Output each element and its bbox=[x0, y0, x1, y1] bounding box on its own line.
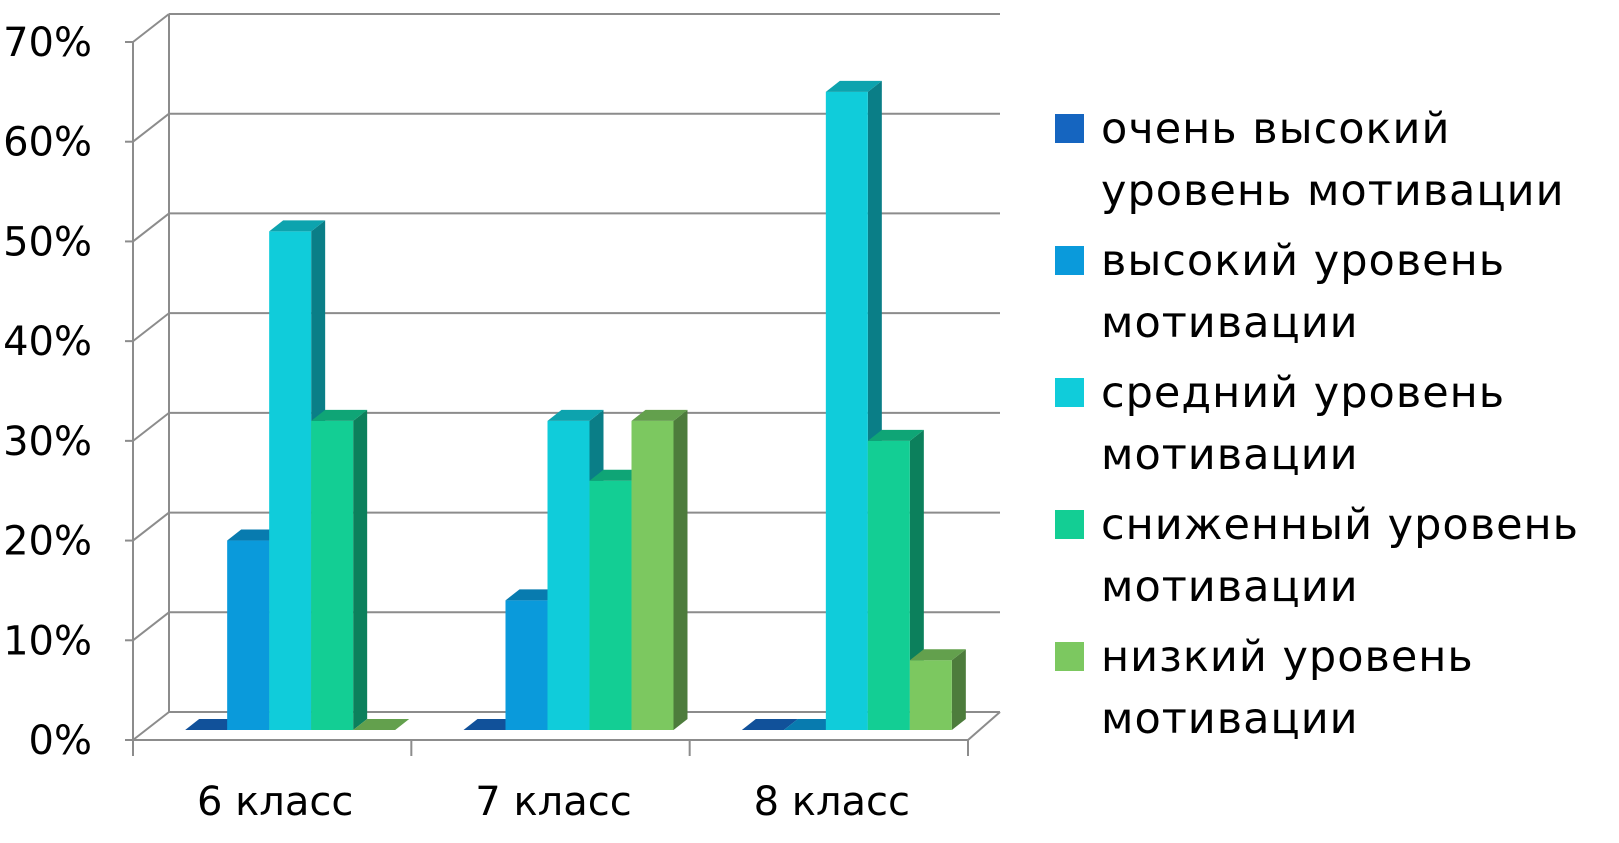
bar-top bbox=[269, 220, 326, 232]
legend-item: высокий уровень мотивации bbox=[1055, 230, 1615, 354]
y-tick-label: 40% bbox=[3, 319, 92, 365]
legend-item: средний уровень мотивации bbox=[1055, 362, 1615, 486]
bar-top bbox=[825, 80, 882, 92]
y-tick-label: 60% bbox=[3, 120, 92, 166]
bar-front bbox=[227, 540, 270, 730]
gridline-diagonal bbox=[132, 312, 170, 342]
gridline-diagonal bbox=[132, 611, 170, 642]
bar-front bbox=[909, 660, 952, 730]
gridline-diagonal bbox=[132, 13, 170, 43]
legend-swatch bbox=[1055, 378, 1084, 407]
bar-side bbox=[353, 409, 368, 730]
bar-front bbox=[631, 420, 674, 730]
axes bbox=[125, 14, 1001, 756]
bar bbox=[631, 409, 688, 730]
bar-top bbox=[311, 409, 368, 421]
bar-top bbox=[631, 409, 688, 421]
x-tick-label: 6 класс bbox=[197, 779, 353, 825]
bar-side bbox=[673, 409, 688, 730]
bar-top bbox=[741, 719, 798, 730]
gridline-diagonal bbox=[132, 412, 170, 442]
legend-item: очень высокий уровень мотивации bbox=[1055, 98, 1615, 222]
bar-front bbox=[825, 91, 868, 731]
gridline-diagonal bbox=[132, 212, 170, 243]
y-tick-label: 20% bbox=[3, 519, 92, 565]
bar bbox=[353, 719, 410, 730]
bar bbox=[909, 649, 966, 730]
bar-side bbox=[951, 649, 966, 730]
y-tick-label: 0% bbox=[29, 718, 92, 764]
bar-front bbox=[867, 440, 910, 730]
legend-swatch bbox=[1055, 246, 1084, 275]
legend-label: сниженный уровень мотивации bbox=[1101, 500, 1579, 612]
bar bbox=[741, 719, 798, 730]
bar-front bbox=[269, 231, 312, 730]
legend-label: средний уровень мотивации bbox=[1101, 368, 1506, 480]
legend-swatch bbox=[1055, 510, 1084, 539]
legend: очень высокий уровень мотивации высокий … bbox=[1055, 98, 1615, 758]
x-tick-label: 7 класс bbox=[475, 779, 631, 825]
y-tick-label: 30% bbox=[3, 419, 92, 465]
y-tick-label: 10% bbox=[3, 618, 92, 664]
axis-labels: 0% 10% 20% 30% 40% 50% 60% 70% 6 класс 7 класс 8 к… bbox=[3, 20, 910, 825]
bar-top bbox=[909, 649, 966, 661]
bar-front bbox=[505, 600, 548, 730]
bar-top bbox=[547, 409, 604, 421]
legend-label: низкий уровень мотивации bbox=[1101, 632, 1474, 744]
gridline-diagonal bbox=[132, 112, 170, 143]
legend-swatch bbox=[1055, 114, 1084, 143]
y-tick-label: 70% bbox=[3, 20, 92, 66]
legend-item: сниженный уровень мотивации bbox=[1055, 494, 1615, 618]
y-tick-label: 50% bbox=[3, 219, 92, 265]
gridline-diagonal bbox=[132, 511, 170, 542]
bar-top bbox=[353, 719, 410, 730]
legend-label: высокий уровень мотивации bbox=[1101, 236, 1506, 348]
legend-item: низкий уровень мотивации bbox=[1055, 626, 1615, 750]
bar bbox=[867, 429, 924, 730]
bar-front bbox=[311, 420, 354, 730]
floor-edge bbox=[967, 711, 1001, 741]
bar bbox=[311, 409, 368, 730]
x-tick-label: 8 класс bbox=[754, 779, 910, 825]
bar-top bbox=[867, 429, 924, 441]
legend-label: очень высокий уровень мотивации bbox=[1101, 104, 1565, 216]
bar-front bbox=[589, 480, 632, 730]
bar-front bbox=[547, 420, 590, 730]
gridline-diagonal bbox=[132, 711, 170, 741]
bars bbox=[185, 80, 966, 731]
legend-swatch bbox=[1055, 642, 1084, 671]
